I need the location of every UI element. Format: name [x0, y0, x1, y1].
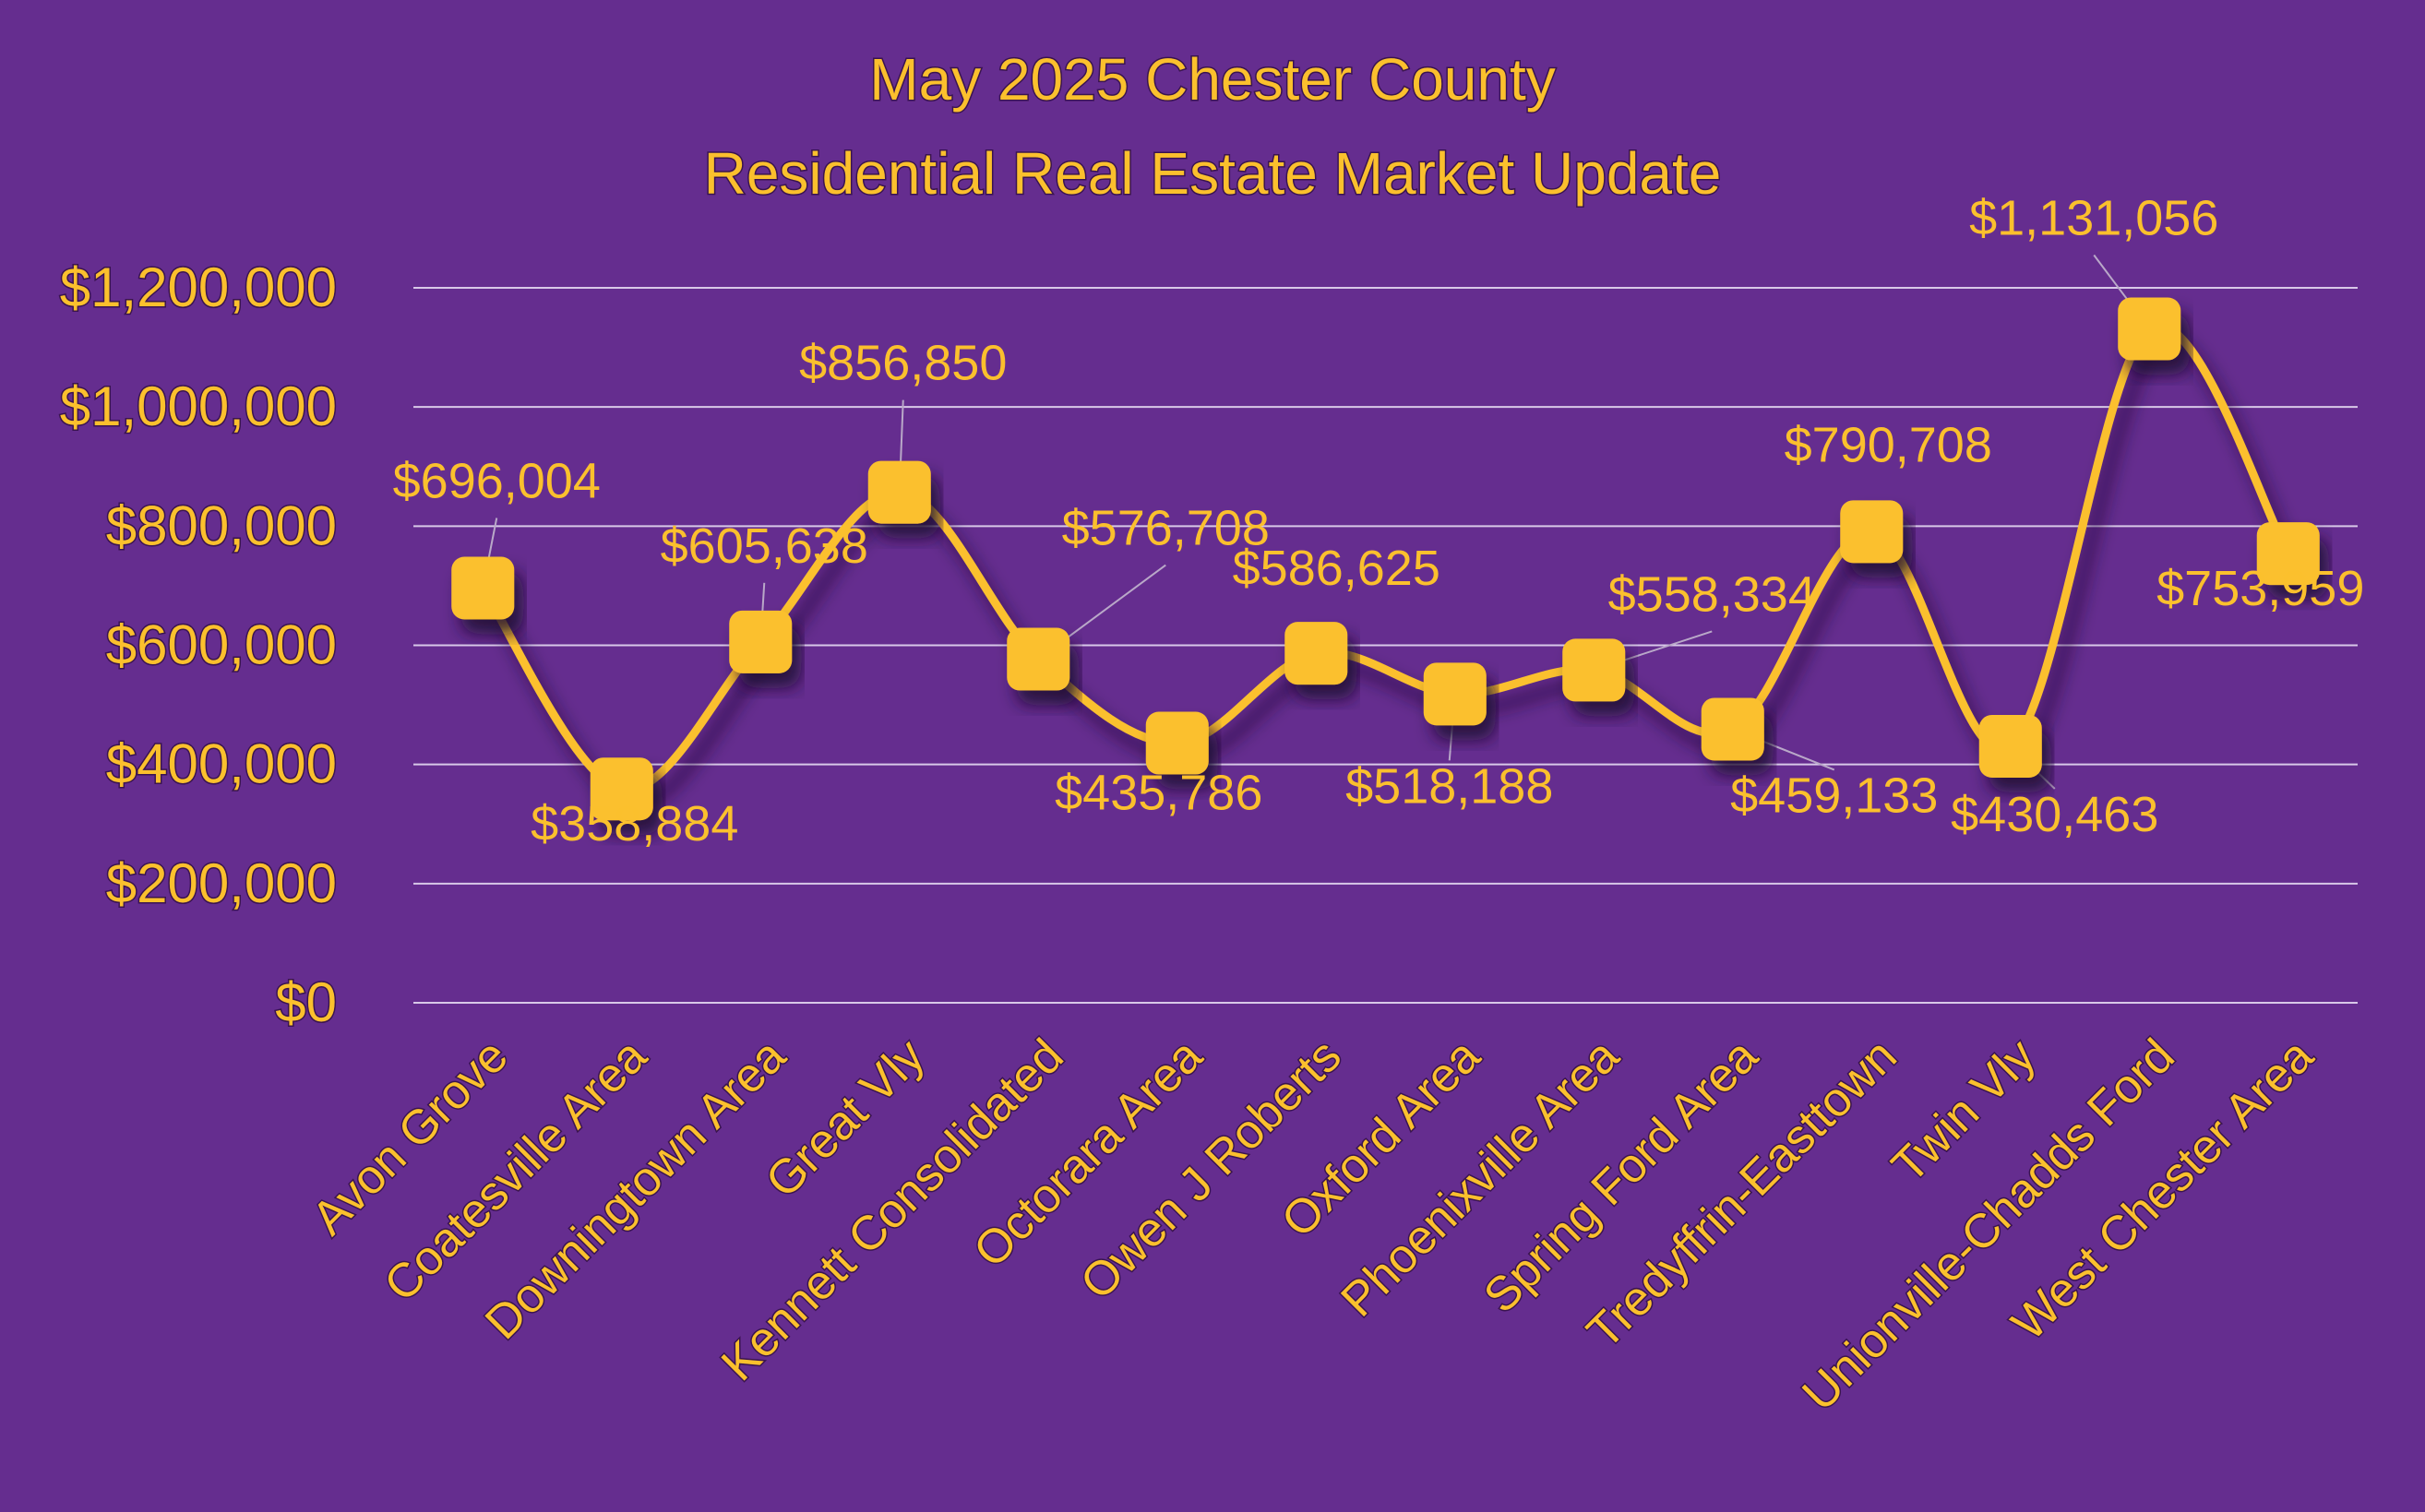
y-tick-label: $0 [275, 971, 337, 1033]
data-point-marker [1423, 662, 1487, 726]
data-point-marker [1840, 500, 1904, 564]
data-point-marker [1562, 638, 1626, 702]
data-point-marker [1284, 622, 1348, 685]
y-tick-label: $600,000 [106, 614, 337, 676]
data-point-marker [451, 556, 515, 620]
data-label: $790,708 [1785, 417, 1992, 472]
data-point-marker [1701, 697, 1764, 761]
data-point-marker [2118, 297, 2181, 361]
data-label: $358,884 [531, 796, 738, 851]
series-markers [451, 297, 2320, 821]
data-labels: $696,004 $358,884 $605,638 $856,850 $576,708… [393, 191, 2365, 852]
y-tick-label: $1,200,000 [60, 256, 337, 318]
data-label: $1,131,056 [1969, 191, 2218, 246]
data-label: $605,638 [661, 518, 868, 574]
y-tick-label: $1,000,000 [60, 375, 337, 437]
data-point-marker [1145, 711, 1209, 775]
chart-title-line-1: May 2025 Chester County [869, 46, 1556, 113]
data-point-marker [1978, 714, 2042, 778]
chart-title-line-2: Residential Real Estate Market Update [704, 140, 1722, 207]
data-point-marker [729, 610, 793, 673]
data-label: $518,188 [1345, 758, 1553, 814]
data-label: $459,133 [1730, 768, 1938, 823]
y-tick-label: $200,000 [106, 852, 337, 914]
data-label: $430,463 [1951, 787, 2158, 842]
y-tick-label: $800,000 [106, 494, 337, 556]
y-tick-label: $400,000 [106, 733, 337, 795]
data-point-marker [1007, 627, 1070, 691]
y-axis: $0 $200,000 $400,000 $600,000 $800,000 $1,000… [58, 256, 338, 1035]
data-label: $696,004 [393, 453, 601, 508]
data-point-marker [590, 757, 653, 821]
data-label: $753,959 [2156, 561, 2364, 616]
data-point-marker [2256, 522, 2320, 586]
data-label: $586,625 [1233, 541, 1440, 596]
data-label: $576,708 [1062, 501, 1270, 556]
data-point-marker [867, 460, 931, 524]
data-label: $558,334 [1608, 566, 1816, 622]
data-label: $856,850 [799, 336, 1007, 391]
data-label: $435,786 [1055, 766, 1262, 821]
